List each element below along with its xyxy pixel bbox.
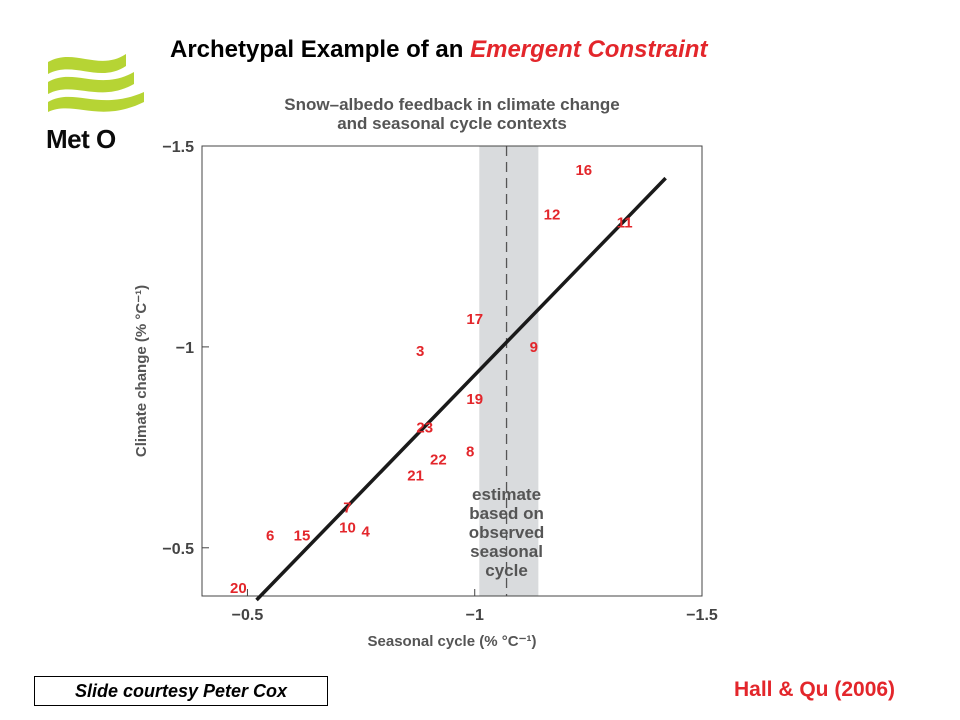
data-point-label: 12 [544,206,561,223]
met-office-logo [48,54,144,112]
band-annotation-line: estimate [472,485,541,504]
data-point-label: 4 [361,524,370,541]
fit-line [255,176,667,602]
y-axis-label: Climate change (% °C⁻¹) [133,285,150,457]
data-point-label: 23 [416,419,433,436]
data-point-label: 11 [617,214,633,231]
data-point-label: 15 [294,528,311,545]
data-point-label: 19 [466,391,483,408]
logo-wave-2 [48,72,134,94]
scatter-chart: Snow–albedo feedback in climate change an… [133,95,718,650]
data-point-label: 6 [266,528,274,545]
band-annotation-line: based on [469,504,544,523]
data-point-label: 7 [343,500,351,517]
band-annotation-line: observed [469,523,545,542]
x-tick-label: −0.5 [232,607,264,624]
chart-layer: Snow–albedo feedback in climate change an… [133,95,718,650]
x-axis-label: Seasonal cycle (% °C⁻¹) [368,633,537,650]
plot-frame [201,145,703,597]
data-point-label: 22 [430,451,447,468]
band-annotation-line: cycle [485,561,528,580]
observed-estimate-band [479,146,539,596]
y-tick-label: −1 [176,340,194,357]
y-tick-label: −1.5 [162,139,194,156]
x-tick-label: −1 [466,607,484,624]
data-point-label: 17 [466,311,483,328]
band-annotation: estimate based on observed seasonal cycle [469,485,545,580]
data-point-label: 10 [339,520,356,537]
logo-wave-1 [48,54,126,74]
data-point-label: 8 [466,443,474,460]
band-annotation-line: seasonal [470,542,543,561]
slide-title: Archetypal Example of an Emergent Constr… [170,36,707,64]
chart-title-line: Snow–albedo feedback in climate change [284,95,619,114]
data-point-label: 20 [230,580,247,597]
title-highlight: Emergent Constraint [470,36,708,63]
chart-title: Snow–albedo feedback in climate change an… [284,95,619,133]
y-tick-label: −0.5 [162,541,194,558]
logo-text: Met O [46,124,116,154]
x-tick-label: −1.5 [686,607,718,624]
citation: Hall & Qu (2006) [734,678,896,701]
logo-wave-3 [48,92,144,112]
chart-title-line: and seasonal cycle contexts [337,114,567,133]
data-point-label: 9 [530,339,538,356]
data-point-label: 21 [407,467,424,484]
title-prefix: Archetypal Example of an [170,36,471,63]
courtesy-box: Slide courtesy Peter Cox [34,676,328,706]
data-point-label: 3 [416,343,424,360]
data-point-label: 16 [575,162,592,179]
